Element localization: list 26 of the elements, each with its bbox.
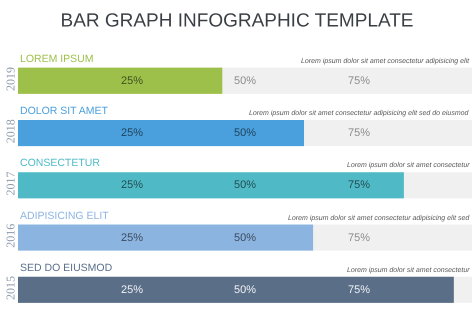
y-tick-label: 2017 [4, 172, 18, 196]
annotation: CONSECTETUR [20, 157, 100, 169]
y-tick-label: 2019 [4, 66, 18, 91]
annotation: LOREM IPSUM [20, 53, 94, 65]
text: 75% [348, 232, 370, 244]
annotation: DOLOR SIT AMET [20, 105, 108, 117]
text: 50% [234, 127, 256, 139]
text: 75% [348, 284, 370, 296]
y-tick-label: 2018 [4, 119, 18, 144]
text: 75% [348, 127, 370, 139]
x-tick-label: 25% [121, 75, 144, 87]
x-tick-label: 75% [348, 75, 370, 87]
annotation: ADIPISICING ELIT [20, 210, 110, 222]
y-tick-label: 2016 [4, 224, 18, 248]
text: 50% [234, 179, 256, 191]
text: 25% [121, 127, 144, 139]
annotation: SED DO EIUSMOD [20, 262, 113, 274]
text: 25% [121, 179, 144, 191]
y-tick-label: 2015 [4, 276, 18, 300]
text: 25% [121, 284, 144, 296]
text: 75% [348, 179, 370, 191]
text: 50% [234, 284, 256, 296]
chart-title: BAR GRAPH INFOGRAPHIC TEMPLATE [60, 10, 414, 32]
text: 25% [121, 232, 144, 244]
x-tick-label: 50% [234, 75, 256, 87]
text: 50% [234, 232, 256, 244]
